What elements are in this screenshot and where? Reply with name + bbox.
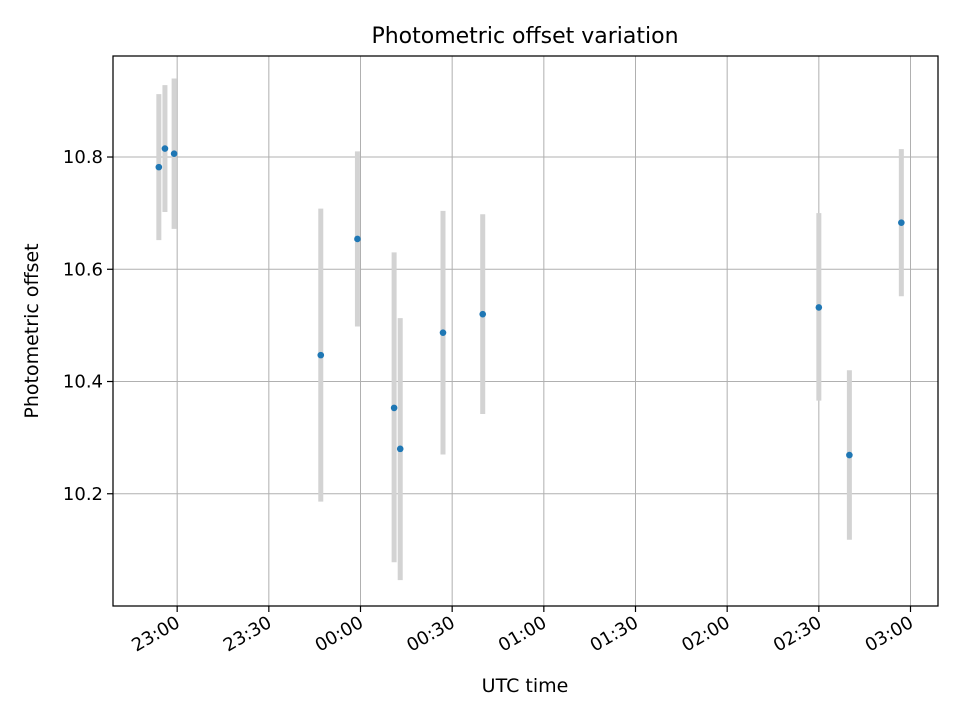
data-point <box>479 310 487 318</box>
chart-title: Photometric offset variation <box>371 24 678 49</box>
data-point <box>317 351 325 359</box>
data-point <box>396 445 404 453</box>
y-axis-label: Photometric offset <box>21 243 43 418</box>
y-tick-label: 10.6 <box>63 259 103 280</box>
data-point <box>390 404 398 412</box>
y-tick-label: 10.4 <box>63 372 103 393</box>
point-layer <box>155 145 905 459</box>
data-point <box>439 329 447 336</box>
data-point <box>155 163 163 171</box>
data-point <box>815 304 823 311</box>
plot-area-frame <box>112 55 939 607</box>
data-point <box>161 145 169 152</box>
data-point <box>170 150 178 157</box>
data-point <box>898 219 905 226</box>
data-point <box>354 235 361 243</box>
x-axis-label: UTC time <box>482 675 569 697</box>
grid-layer <box>113 56 938 606</box>
y-tick-label: 10.2 <box>63 484 103 505</box>
data-point <box>846 451 853 459</box>
y-tick-label: 10.8 <box>63 147 103 168</box>
